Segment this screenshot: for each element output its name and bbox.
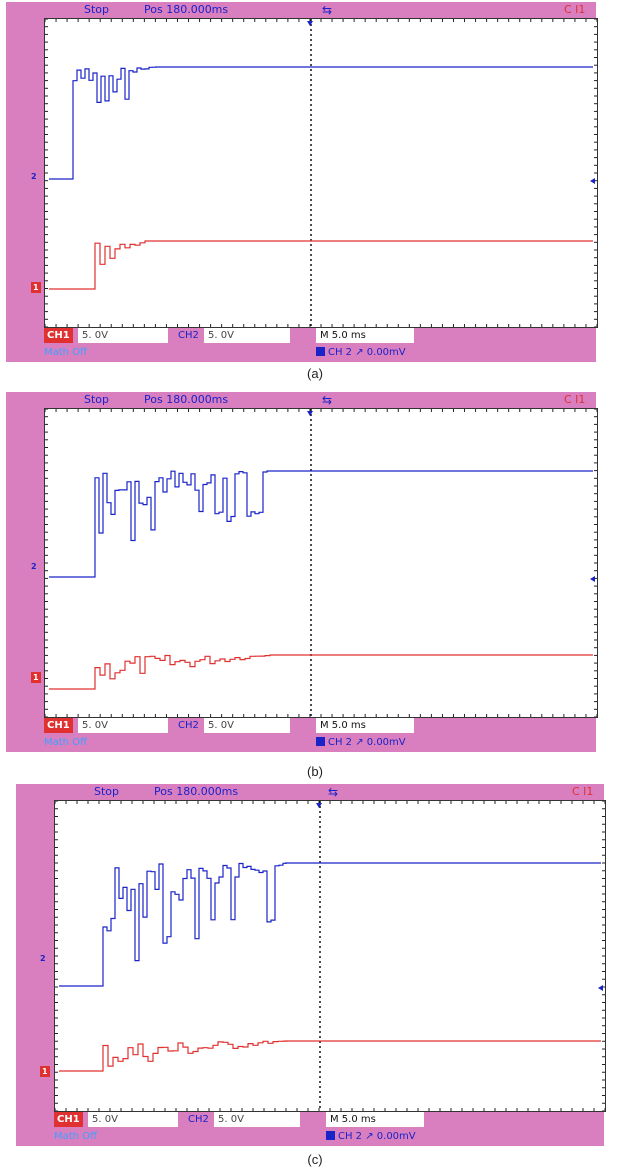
timebase[interactable]: M 5.0 ms <box>316 718 414 733</box>
ch2-marker: 2 <box>31 172 37 181</box>
ch1-label[interactable]: CH1 <box>54 1112 83 1127</box>
acquisition-state: Stop <box>84 393 110 406</box>
waveform-graticule <box>45 19 597 327</box>
ch1-scale[interactable]: 5. 0V <box>88 1112 178 1127</box>
settings-bar: CH1 5. 0V CH2 5. 0V M 5.0 ms Math Off CH… <box>6 718 596 752</box>
ch2-scale[interactable]: 5. 0V <box>204 718 290 733</box>
settings-bar: CH1 5. 0V CH2 5. 0V M 5.0 ms Math Off CH… <box>16 1112 604 1146</box>
ch2-waveform <box>49 470 593 578</box>
waveform-graticule <box>45 409 597 717</box>
ch1-waveform <box>49 240 593 290</box>
oscilloscope-panel-b: Stop Pos 180.000ms ⇆ C I1 2 1 CH1 5. 0V … <box>6 392 598 752</box>
ch2-label[interactable]: CH2 <box>178 330 199 341</box>
math-status: Math Off <box>54 1131 97 1142</box>
ch2-waveform <box>49 66 593 180</box>
timebase[interactable]: M 5.0 ms <box>316 328 414 343</box>
oscilloscope-panel-a: Stop Pos 180.000ms ⇆ C I1 2 1 CH1 5. 0V … <box>6 2 598 362</box>
ch1-scale[interactable]: 5. 0V <box>78 328 168 343</box>
caption-b: (b) <box>307 764 323 779</box>
ch1-waveform <box>49 654 593 690</box>
caption-a: (a) <box>307 366 323 381</box>
ch2-level-arrow <box>590 178 595 184</box>
ch2-level-arrow <box>590 576 595 582</box>
math-status: Math Off <box>44 737 87 748</box>
waveform-graticule <box>55 801 605 1111</box>
trigger-position-arrow <box>307 21 313 26</box>
trigger-square-icon <box>316 737 325 746</box>
ch2-scale[interactable]: 5. 0V <box>204 328 290 343</box>
trigger-square-icon <box>326 1131 335 1140</box>
ch2-marker: 2 <box>31 562 37 571</box>
waveform-display <box>44 408 598 718</box>
trigger-source: C I1 <box>572 785 594 798</box>
status-bar: Stop Pos 180.000ms ⇆ C I1 <box>6 2 596 18</box>
horizontal-position: Pos 180.000ms <box>144 3 229 16</box>
waveform-display <box>44 18 598 328</box>
horizontal-position: Pos 180.000ms <box>154 785 239 798</box>
status-bar: Stop Pos 180.000ms ⇆ C I1 <box>16 784 604 800</box>
trigger-square-icon <box>316 347 325 356</box>
acquisition-state: Stop <box>84 3 110 16</box>
timebase[interactable]: M 5.0 ms <box>326 1112 424 1127</box>
ch2-label[interactable]: CH2 <box>178 720 199 731</box>
ch1-marker: 1 <box>31 282 41 293</box>
ch2-scale[interactable]: 5. 0V <box>214 1112 300 1127</box>
trigger-arrow-icon: ⇆ <box>322 393 333 407</box>
acquisition-state: Stop <box>94 785 120 798</box>
ch2-waveform <box>59 862 601 987</box>
trigger-source: C I1 <box>564 3 586 16</box>
settings-bar: CH1 5. 0V CH2 5. 0V M 5.0 ms Math Off CH… <box>6 328 596 362</box>
trigger-position-arrow <box>307 411 313 416</box>
oscilloscope-panel-c: Stop Pos 180.000ms ⇆ C I1 2 1 CH1 5. 0V … <box>16 784 606 1146</box>
math-status: Math Off <box>44 347 87 358</box>
status-bar: Stop Pos 180.000ms ⇆ C I1 <box>6 392 596 408</box>
trigger-setting: CH 2 ↗ 0.00mV <box>316 735 406 750</box>
ch1-waveform <box>59 1040 601 1072</box>
trigger-source: C I1 <box>564 393 586 406</box>
trigger-arrow-icon: ⇆ <box>328 785 339 799</box>
ch2-marker: 2 <box>40 954 46 963</box>
trigger-setting: CH 2 ↗ 0.00mV <box>316 345 406 360</box>
waveform-display <box>54 800 606 1112</box>
ch1-label[interactable]: CH1 <box>44 328 73 343</box>
ch2-label[interactable]: CH2 <box>188 1114 209 1125</box>
ch1-scale[interactable]: 5. 0V <box>78 718 168 733</box>
trigger-position-arrow <box>316 803 322 808</box>
trigger-arrow-icon: ⇆ <box>322 3 333 17</box>
ch1-marker: 1 <box>40 1066 50 1077</box>
horizontal-position: Pos 180.000ms <box>144 393 229 406</box>
trigger-setting: CH 2 ↗ 0.00mV <box>326 1129 416 1144</box>
ch2-level-arrow <box>598 985 603 991</box>
ch1-marker: 1 <box>31 672 41 683</box>
ch1-label[interactable]: CH1 <box>44 718 73 733</box>
caption-c: (c) <box>307 1152 323 1167</box>
